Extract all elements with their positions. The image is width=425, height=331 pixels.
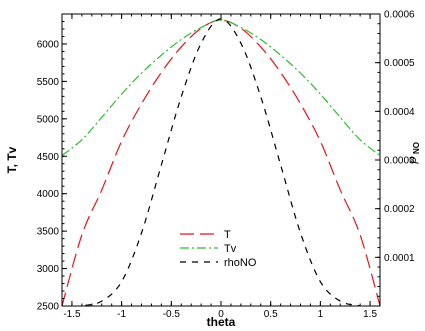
y-tick-label: 3000: [37, 264, 60, 275]
x-tick-label: 0: [218, 309, 224, 320]
y-tick-label: 4500: [37, 152, 60, 163]
legend: T Tv rhoNO: [180, 229, 257, 269]
y2-tick-label: 0.0003: [384, 156, 415, 167]
y-tick-label: 5500: [37, 77, 60, 88]
y2-axis-title: ρ NO: [405, 142, 421, 164]
y2-tick-label: 0.0002: [384, 204, 415, 215]
y2-tick-label: 0.0005: [384, 58, 415, 69]
y-axis-title: T, Tv: [5, 146, 19, 173]
plot-frame: [61, 13, 381, 307]
y-tick-label: 3500: [37, 227, 60, 238]
x-tick-label: 0.5: [264, 309, 278, 320]
x-axis-title: theta: [207, 315, 236, 329]
x-tick-label: -1.5: [63, 309, 81, 320]
ticks-layer: -1.5 -1 -0.5 0 0.5 1 1.5 2500 3000 3500 4000 4500 50…: [37, 10, 415, 321]
legend-label-tv: Tv: [224, 243, 237, 255]
y-tick-label: 2500: [37, 302, 60, 313]
y2-tick-label: 0.0004: [384, 107, 415, 118]
y2-tick-label: 0.0001: [384, 253, 415, 264]
y2-axis-title-sub: NO: [412, 142, 421, 154]
y2-tick-label: 0.0006: [384, 10, 415, 21]
y-tick-label: 5000: [37, 114, 60, 125]
x-tick-label: -1: [117, 309, 126, 320]
series-line-t: [62, 19, 380, 306]
x-tick-label: 1.5: [363, 309, 377, 320]
legend-label-t: T: [224, 229, 231, 241]
y-tick-label: 6000: [37, 39, 60, 50]
legend-label-rhono: rhoNO: [224, 257, 257, 269]
series-line-rhono: [79, 18, 363, 306]
series-line-tv: [62, 19, 380, 156]
x-tick-label: -0.5: [163, 309, 181, 320]
series-layer: [62, 18, 380, 306]
y2-axis-title-main: ρ: [405, 156, 419, 164]
y-tick-label: 4000: [37, 189, 60, 200]
x-tick-label: 1: [318, 309, 324, 320]
